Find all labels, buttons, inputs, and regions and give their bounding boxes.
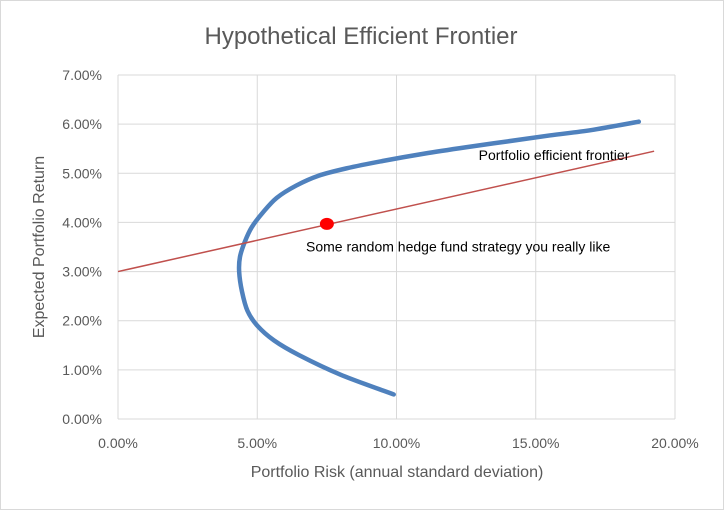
y-tick-label: 1.00% <box>62 362 102 378</box>
x-tick-label: 15.00% <box>512 435 559 451</box>
annotation-label: Portfolio efficient frontier <box>479 147 630 163</box>
annotation-label: Some random hedge fund strategy you real… <box>306 238 610 254</box>
x-axis-title: Portfolio Risk (annual standard deviatio… <box>251 464 544 481</box>
annotations: Portfolio efficient frontier Some random … <box>306 147 630 254</box>
y-tick-label: 7.00% <box>62 67 102 83</box>
chart-title: Hypothetical Efficient Frontier <box>204 23 517 50</box>
x-tick-label: 5.00% <box>237 435 277 451</box>
y-tick-label: 0.00% <box>62 411 102 427</box>
y-tick-label: 3.00% <box>62 264 102 280</box>
x-tick-label: 20.00% <box>651 435 698 451</box>
x-tick-labels: 0.00% 5.00% 10.00% 15.00% 20.00% <box>98 435 699 451</box>
gridlines <box>117 74 676 420</box>
y-tick-label: 6.00% <box>62 116 102 132</box>
x-tick-label: 0.00% <box>98 435 138 451</box>
y-tick-label: 5.00% <box>62 165 102 181</box>
y-tick-label: 4.00% <box>62 214 102 230</box>
x-tick-label: 10.00% <box>373 435 420 451</box>
capital-market-line <box>117 150 655 273</box>
efficient-frontier-line <box>236 119 642 397</box>
y-tick-label: 2.00% <box>62 313 102 329</box>
y-axis-title: Expected Portfolio Return <box>31 156 48 338</box>
y-tick-labels: 0.00% 1.00% 2.00% 3.00% 4.00% 5.00% 6.00% 7.00% <box>62 67 102 427</box>
series-group <box>117 119 655 397</box>
hedge-fund-point <box>319 217 334 230</box>
